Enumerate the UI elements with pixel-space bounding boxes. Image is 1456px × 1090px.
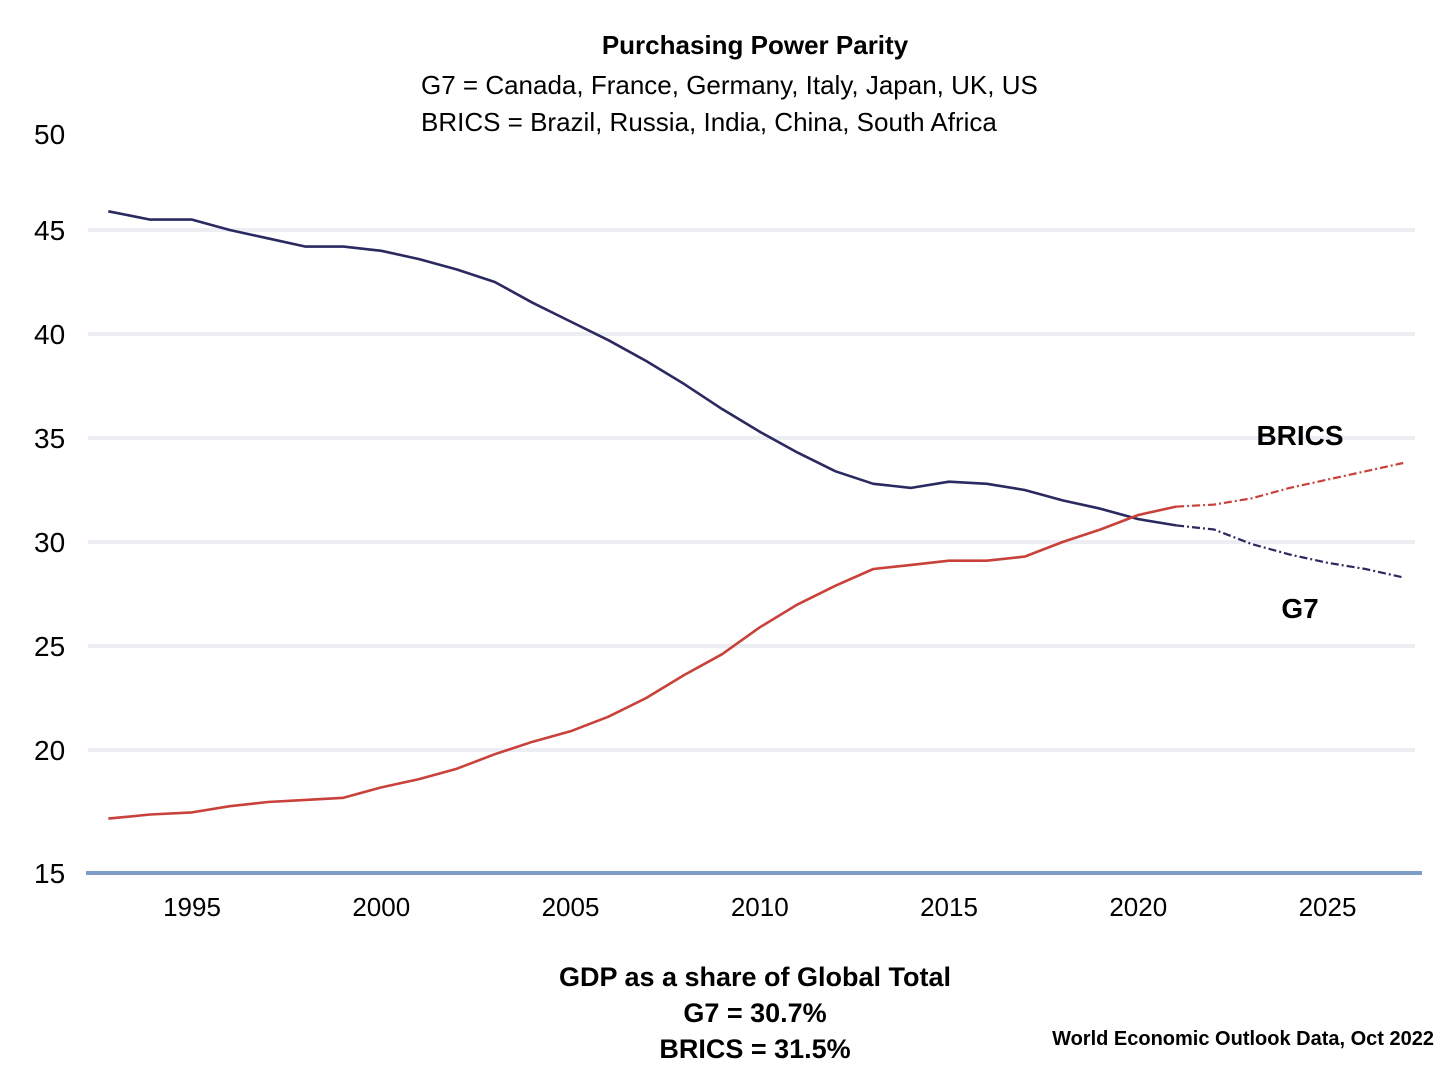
series-label-g7: G7: [1281, 593, 1318, 624]
x-tick-label: 2025: [1299, 892, 1357, 922]
x-tick-label: 2005: [542, 892, 600, 922]
x-tick-label: 2000: [352, 892, 410, 922]
series-line-g7: [108, 210, 1177, 527]
y-tick-label: 35: [34, 423, 65, 454]
y-tick-label: 45: [34, 215, 65, 246]
footer-line-1: GDP as a share of Global Total: [558, 962, 952, 992]
projection-line-g7: [1175, 524, 1404, 579]
chart-subtitle-g7: G7 = Canada, France, Germany, Italy, Jap…: [421, 70, 1038, 100]
y-tick-label: 30: [34, 527, 65, 558]
y-tick-label: 50: [34, 119, 65, 150]
y-tick-label: 20: [34, 735, 65, 766]
chart-title: Purchasing Power Parity: [601, 30, 909, 60]
x-tick-label: 2010: [731, 892, 789, 922]
y-tick-label: 40: [34, 319, 65, 350]
projection-line-brics: [1176, 461, 1404, 508]
source-note: World Economic Outlook Data, Oct 2022: [1052, 1028, 1434, 1050]
y-tick-label: 25: [34, 631, 65, 662]
y-tick-label: 15: [34, 858, 65, 889]
footer-line-3: BRICS = 31.5%: [659, 1034, 851, 1064]
chart-subtitle-brics: BRICS = Brazil, Russia, India, China, So…: [421, 107, 997, 137]
series-label-brics: BRICS: [1256, 420, 1343, 451]
series-line-brics: [108, 505, 1177, 820]
x-tick-label: 2020: [1109, 892, 1167, 922]
x-tick-label: 2015: [920, 892, 978, 922]
x-tick-label: 1995: [163, 892, 221, 922]
footer-line-2: G7 = 30.7%: [683, 998, 827, 1028]
